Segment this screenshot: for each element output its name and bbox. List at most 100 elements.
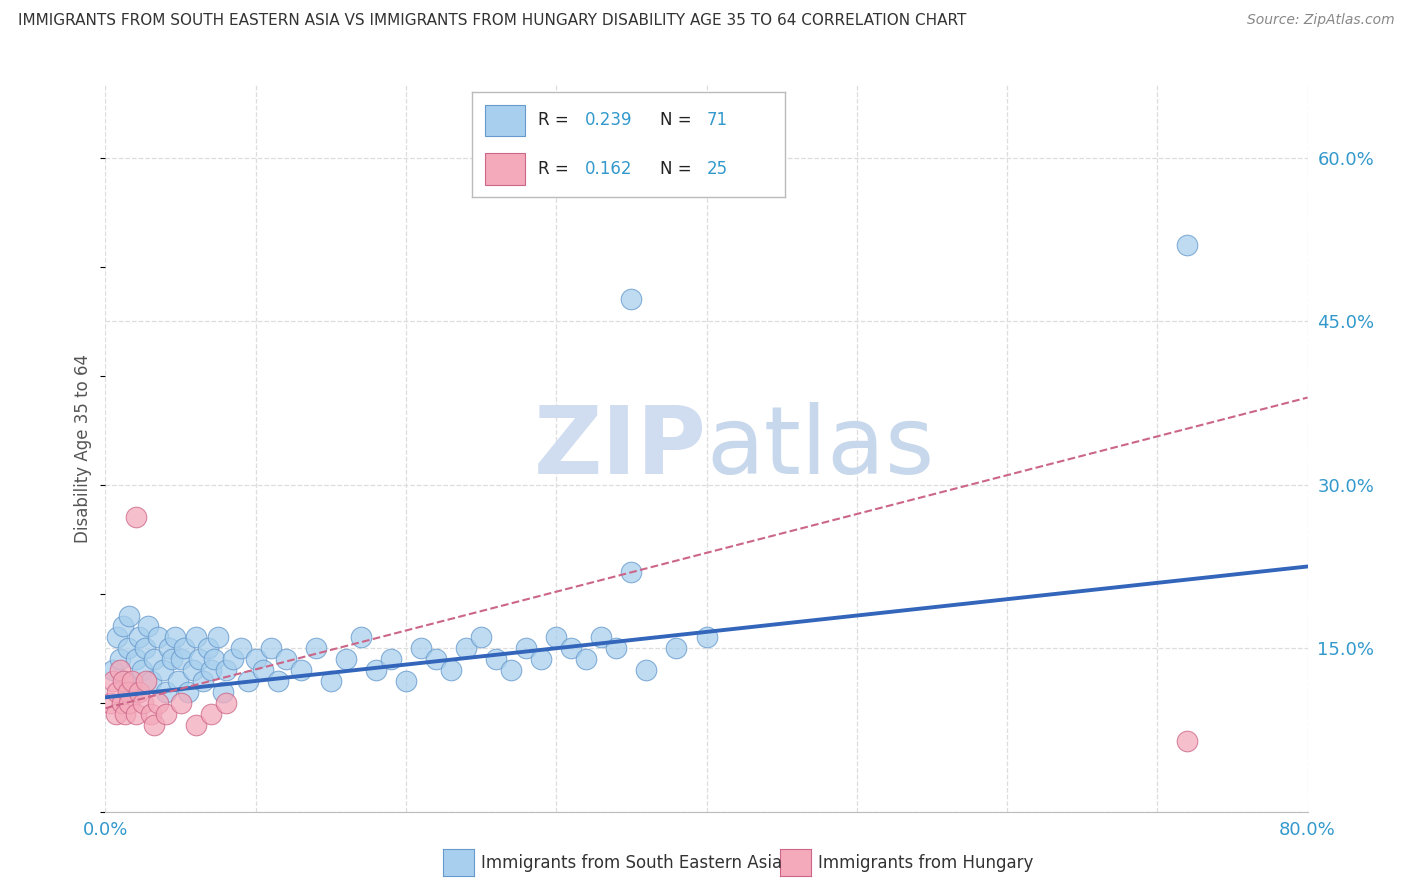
Point — [207, 630, 229, 644]
Point — [107, 685, 129, 699]
Point — [121, 673, 143, 688]
Point — [112, 619, 135, 633]
Point — [202, 652, 225, 666]
Point — [128, 630, 150, 644]
Text: Immigrants from Hungary: Immigrants from Hungary — [818, 854, 1033, 871]
Point — [157, 641, 180, 656]
Point — [118, 696, 141, 710]
Point — [454, 641, 477, 656]
Point — [114, 706, 136, 721]
Point — [364, 663, 387, 677]
Point — [335, 652, 357, 666]
Point — [152, 663, 174, 677]
Point — [142, 717, 165, 731]
Point — [1175, 238, 1198, 252]
Point — [425, 652, 447, 666]
Point — [173, 641, 195, 656]
Point — [200, 663, 222, 677]
Point — [197, 641, 219, 656]
Point — [114, 673, 136, 688]
Point — [121, 685, 143, 699]
Point — [485, 652, 508, 666]
Point — [139, 673, 162, 688]
Point — [267, 673, 290, 688]
Point — [104, 706, 127, 721]
Point — [211, 685, 233, 699]
Point — [169, 696, 191, 710]
Text: ZIP: ZIP — [534, 402, 707, 494]
Point — [101, 663, 124, 677]
Point — [111, 696, 134, 710]
Point — [107, 630, 129, 644]
Point — [110, 663, 132, 677]
Point — [139, 706, 162, 721]
Point — [380, 652, 402, 666]
Point — [350, 630, 373, 644]
Point — [160, 652, 183, 666]
Point — [110, 652, 132, 666]
Point — [501, 663, 523, 677]
Text: Immigrants from South Eastern Asia: Immigrants from South Eastern Asia — [481, 854, 782, 871]
Point — [214, 663, 236, 677]
Point — [214, 696, 236, 710]
Point — [1175, 734, 1198, 748]
Point — [134, 641, 156, 656]
Point — [184, 630, 207, 644]
Point — [187, 652, 209, 666]
Point — [636, 663, 658, 677]
Point — [124, 652, 146, 666]
Point — [319, 673, 342, 688]
Point — [560, 641, 582, 656]
Y-axis label: Disability Age 35 to 64: Disability Age 35 to 64 — [75, 354, 93, 542]
Point — [620, 293, 643, 307]
Point — [155, 685, 177, 699]
Point — [274, 652, 297, 666]
Point — [620, 565, 643, 579]
Point — [163, 630, 186, 644]
Point — [191, 673, 214, 688]
Point — [245, 652, 267, 666]
Point — [132, 696, 155, 710]
Text: IMMIGRANTS FROM SOUTH EASTERN ASIA VS IMMIGRANTS FROM HUNGARY DISABILITY AGE 35 : IMMIGRANTS FROM SOUTH EASTERN ASIA VS IM… — [18, 13, 967, 29]
Point — [124, 706, 146, 721]
Point — [696, 630, 718, 644]
Text: Source: ZipAtlas.com: Source: ZipAtlas.com — [1247, 13, 1395, 28]
Point — [229, 641, 252, 656]
Point — [575, 652, 598, 666]
Point — [166, 673, 188, 688]
Point — [135, 673, 157, 688]
Point — [238, 673, 260, 688]
Point — [591, 630, 613, 644]
Point — [470, 630, 492, 644]
Point — [177, 685, 200, 699]
Point — [440, 663, 463, 677]
Point — [101, 673, 124, 688]
Point — [530, 652, 553, 666]
Point — [605, 641, 627, 656]
Point — [665, 641, 688, 656]
Point — [290, 663, 312, 677]
Point — [395, 673, 418, 688]
Point — [200, 706, 222, 721]
Point — [118, 608, 141, 623]
Text: atlas: atlas — [707, 402, 935, 494]
Point — [124, 510, 146, 524]
Point — [252, 663, 274, 677]
Point — [260, 641, 283, 656]
Point — [515, 641, 537, 656]
Point — [184, 717, 207, 731]
Point — [169, 652, 191, 666]
Point — [142, 652, 165, 666]
Point — [155, 706, 177, 721]
Point — [131, 663, 153, 677]
Point — [146, 696, 169, 710]
Point — [222, 652, 245, 666]
Point — [546, 630, 568, 644]
Point — [181, 663, 204, 677]
Point — [146, 630, 169, 644]
Point — [112, 673, 135, 688]
Point — [117, 685, 139, 699]
Point — [409, 641, 432, 656]
Point — [305, 641, 328, 656]
Point — [136, 619, 159, 633]
